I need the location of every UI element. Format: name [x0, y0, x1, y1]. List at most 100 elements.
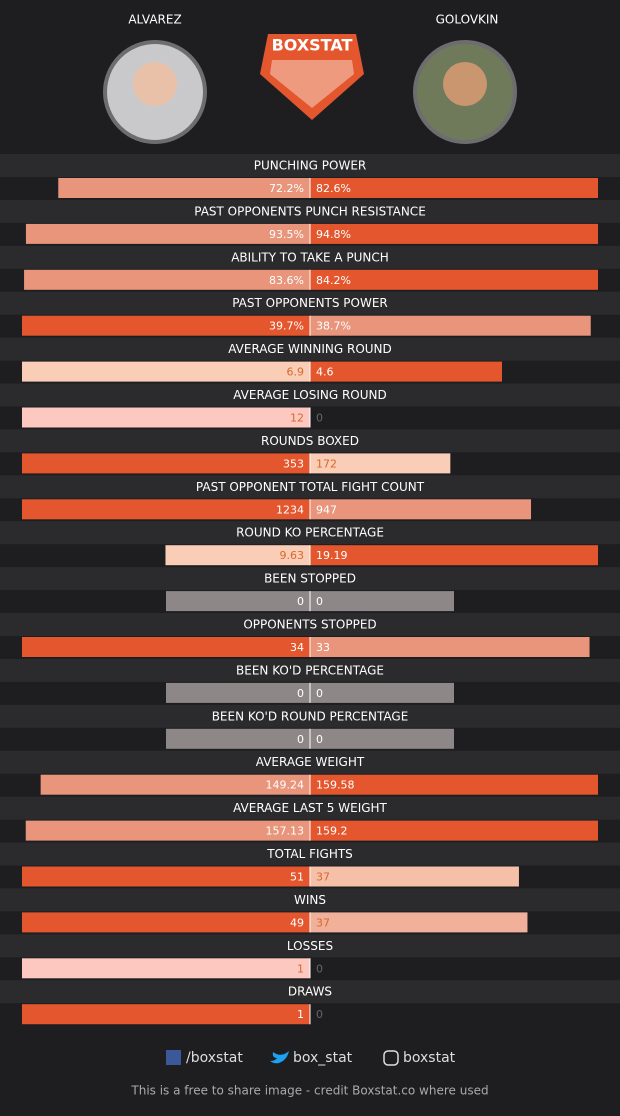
value-label: 0 [316, 962, 323, 975]
row-label: ROUND KO PERCENTAGE [236, 526, 384, 540]
label-strip [0, 383, 620, 407]
value-label: 1234 [276, 503, 304, 516]
value-label: 0 [297, 687, 304, 700]
bar [166, 591, 310, 612]
value-label: 9.63 [280, 549, 305, 562]
bar [310, 499, 532, 520]
value-label: 37 [316, 916, 330, 929]
value-label: 94.8% [316, 228, 351, 241]
value-label: 19.19 [316, 549, 348, 562]
value-label: 38.7% [316, 320, 351, 333]
value-label: 157.13 [266, 825, 305, 838]
value-label: 1 [297, 1008, 304, 1021]
value-label: 0 [316, 412, 323, 425]
facebook-icon [166, 1050, 181, 1065]
right-name: GOLOVKIN [436, 13, 499, 27]
instagram: boxstat [403, 1050, 456, 1066]
bar [22, 958, 310, 979]
label-strip [0, 475, 620, 499]
row-label: AVERAGE LAST 5 WEIGHT [233, 801, 387, 815]
value-label: 149.24 [266, 779, 305, 792]
value-label: 33 [316, 641, 330, 654]
instagram-icon [383, 1050, 399, 1066]
bar [22, 866, 310, 887]
label-strip [0, 291, 620, 315]
value-label: 49 [290, 916, 304, 929]
bar [165, 545, 310, 566]
value-label: 1 [297, 962, 304, 975]
bar [22, 912, 310, 933]
label-strip [0, 613, 620, 636]
value-label: 51 [290, 871, 304, 884]
logo-text: BOXSTAT [272, 36, 353, 55]
facebook: /boxstat [186, 1050, 243, 1066]
row-label: PAST OPPONENT TOTAL FIGHT COUNT [196, 480, 425, 494]
logo-inner [270, 60, 354, 108]
value-label: 0 [316, 687, 323, 700]
label-strip [0, 337, 620, 361]
bar [58, 178, 310, 198]
bar [310, 269, 598, 290]
value-label: 0 [297, 595, 304, 608]
bar [310, 453, 451, 474]
value-label: 12 [290, 412, 304, 425]
row-label: BEEN KO'D ROUND PERCENTAGE [212, 709, 409, 723]
row-label: TOTAL FIGHTS [266, 847, 353, 861]
value-label: 947 [316, 503, 337, 516]
value-label: 353 [283, 457, 304, 470]
row-label: AVERAGE WEIGHT [256, 755, 365, 769]
bar [310, 223, 598, 244]
row-label: ABILITY TO TAKE A PUNCH [231, 250, 389, 264]
row-label: OPPONENTS STOPPED [243, 618, 376, 632]
value-label: 4.6 [316, 366, 334, 379]
bar [22, 637, 310, 657]
bar [22, 407, 310, 428]
value-label: 0 [316, 1008, 323, 1021]
row-label: PAST OPPONENTS PUNCH RESISTANCE [194, 204, 426, 218]
row-label: LOSSES [287, 939, 333, 953]
label-strip [0, 842, 620, 866]
rows: PUNCHING POWER 72.2% 82.6% PAST OPPONENTS P… [0, 154, 620, 1025]
value-label: 0 [297, 733, 304, 746]
row-label: DRAWS [288, 985, 332, 999]
bar [40, 774, 311, 795]
bar [310, 545, 598, 566]
bar [166, 728, 310, 749]
left-face [133, 62, 177, 106]
bar [310, 361, 502, 382]
label-strip [0, 658, 620, 682]
bar [22, 315, 310, 336]
value-label: 39.7% [269, 320, 304, 333]
label-strip [0, 704, 620, 728]
label-strip [0, 934, 620, 958]
row-label: WINS [294, 893, 326, 907]
value-label: 0 [316, 595, 323, 608]
bar [310, 637, 590, 657]
bar [310, 682, 454, 703]
label-strip [0, 750, 620, 774]
label-strip [0, 796, 620, 820]
bar [166, 682, 310, 703]
bar [310, 774, 598, 795]
twitter-icon [270, 1051, 289, 1064]
row-label: PAST OPPONENTS POWER [232, 296, 388, 310]
credit: This is a free to share image - credit B… [130, 1084, 488, 1098]
row-label: BEEN KO'D PERCENTAGE [236, 663, 384, 677]
bar [310, 315, 591, 336]
bar [310, 866, 519, 887]
bar [22, 361, 310, 382]
value-label: 6.9 [287, 366, 305, 379]
value-label: 159.58 [316, 779, 355, 792]
bar [310, 178, 598, 198]
value-label: 72.2% [269, 182, 304, 195]
label-strip [0, 567, 620, 591]
bar [25, 223, 310, 244]
value-label: 82.6% [316, 182, 351, 195]
value-label: 34 [290, 641, 304, 654]
value-label: 83.6% [269, 274, 304, 287]
bar [310, 820, 598, 841]
value-label: 172 [316, 457, 337, 470]
bar [25, 820, 311, 841]
value-label: 84.2% [316, 274, 351, 287]
